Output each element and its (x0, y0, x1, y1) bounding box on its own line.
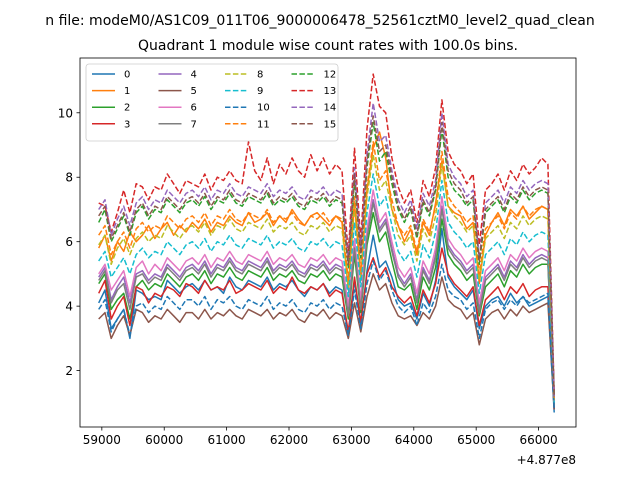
y-tick-label: 10 (58, 106, 73, 120)
series-line-6 (98, 189, 555, 403)
x-tick-label: 63000 (332, 433, 370, 447)
y-tick-label: 4 (65, 300, 73, 314)
series-line-11 (98, 141, 555, 400)
chart-title: Quadrant 1 module wise count rates with … (138, 38, 518, 54)
legend-label-4: 4 (191, 70, 197, 81)
legend-label-6: 6 (191, 103, 197, 114)
axis-layer: 59000 60000 61000 62000 63000 64000 65000 66000… (58, 106, 558, 447)
y-tick-label: 6 (65, 235, 73, 249)
series-line-15 (98, 115, 555, 397)
legend-label-8: 8 (257, 70, 263, 81)
x-tick-label: 61000 (208, 433, 246, 447)
series-line-13 (98, 73, 555, 394)
legend-label-14: 14 (324, 103, 337, 114)
legend-label-2: 2 (124, 103, 130, 114)
x-tick-label: 59000 (83, 433, 121, 447)
legend-label-10: 10 (257, 103, 270, 114)
legend-label-12: 12 (324, 70, 337, 81)
series-line-3 (98, 247, 555, 410)
y-tick-label: 2 (65, 364, 73, 378)
y-tick-label: 8 (65, 171, 73, 185)
series-line-12 (98, 121, 555, 397)
series-layer (98, 73, 555, 413)
legend-label-13: 13 (324, 86, 337, 97)
legend-label-9: 9 (257, 86, 263, 97)
series-line-5 (98, 273, 555, 410)
x-tick-label: 64000 (395, 433, 433, 447)
x-tick-label: 66000 (519, 433, 557, 447)
legend-label-0: 0 (124, 70, 130, 81)
x-offset-label: +4.877e8 (517, 453, 576, 467)
legend-label-5: 5 (191, 86, 197, 97)
series-line-10 (98, 260, 555, 410)
legend-label-3: 3 (124, 119, 130, 130)
legend-label-11: 11 (257, 119, 270, 130)
series-line-7 (98, 202, 555, 407)
x-tick-label: 60000 (145, 433, 183, 447)
figure-suptitle: n file: modeM0/AS1C09_011T06_9000006478_… (45, 13, 594, 29)
series-line-14 (98, 102, 555, 397)
x-tick-label: 62000 (270, 433, 308, 447)
legend-label-15: 15 (324, 119, 337, 130)
x-tick-label: 65000 (457, 433, 495, 447)
legend-label-1: 1 (124, 86, 130, 97)
legend-label-7: 7 (191, 119, 197, 130)
series-line-9 (98, 173, 555, 403)
plot-frame (79, 57, 577, 428)
legend-box (85, 63, 339, 142)
